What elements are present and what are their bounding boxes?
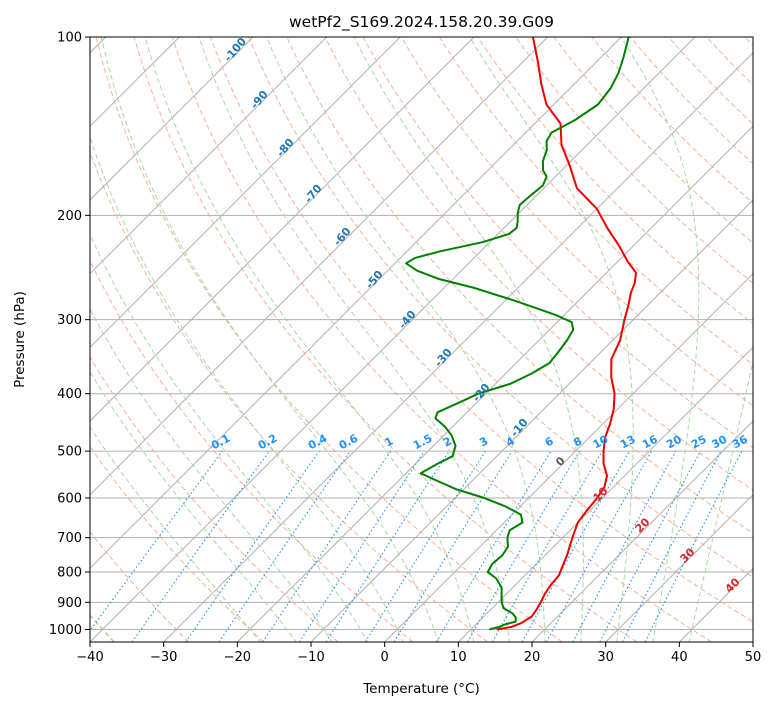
isotherm-line: [457, 346, 753, 642]
mixing-ratio-label: 13: [618, 433, 638, 452]
dry-adiabat-line: [90, 531, 190, 642]
y-tick-label: 800: [57, 566, 82, 581]
x-tick-label: −10: [297, 650, 324, 665]
mixing-ratio-line: [572, 450, 677, 642]
dry-adiabat-line: [90, 259, 414, 642]
mixing-ratio-line: [393, 450, 513, 642]
isotherm-line: [90, 37, 254, 201]
moist-adiabat-line: [90, 308, 333, 642]
plot-frame: [89, 36, 754, 643]
mixing-ratio-line: [545, 450, 653, 642]
chart-title: wetPf2_S169.2024.158.20.39.G09: [289, 13, 554, 32]
mixing-ratio-label: 25: [689, 433, 709, 452]
y-tick-label: 600: [57, 492, 82, 507]
moist-adiabat-line: [144, 37, 475, 642]
mixing-ratio-label: 36: [730, 433, 750, 452]
y-tick-label: 900: [57, 596, 82, 611]
x-tick-label: 50: [745, 650, 762, 665]
dry-adiabat-line: [133, 37, 638, 642]
moist-adiabat-line: [90, 135, 404, 642]
dry-adiabat-line: [439, 37, 753, 366]
mixing-ratio-line: [262, 450, 392, 642]
mixing-ratio-label: 30: [710, 433, 730, 452]
isotherm-line: [531, 420, 753, 642]
isotherm-line: [90, 37, 475, 422]
dry-adiabat-line: [515, 37, 753, 284]
isotherm-line: [605, 493, 753, 642]
y-tick-label: 400: [57, 387, 82, 402]
mixing-ratio-label: 10: [591, 433, 611, 452]
y-tick-label: 1000: [49, 623, 82, 638]
y-tick-label: 700: [57, 531, 82, 546]
y-tick-label: 500: [57, 445, 82, 460]
profile-lines: [405, 37, 638, 631]
mixing-ratio-label: 16: [640, 433, 660, 452]
isotherm-line: [90, 37, 696, 642]
x-axis-title: Temperature (°C): [362, 681, 480, 697]
y-tick-label: 300: [57, 313, 82, 328]
x-tick-label: 40: [671, 650, 688, 665]
mixing-ratio-label: 20: [664, 433, 684, 452]
moist-adiabat-line: [100, 37, 439, 642]
dry-adiabat-line: [400, 37, 753, 407]
y-axis-title: Pressure (hPa): [12, 291, 28, 388]
mixing-ratio-line: [185, 450, 320, 642]
moist-adiabat-line: [688, 358, 753, 642]
moist-adiabat-line: [266, 37, 546, 642]
y-tick-label: 200: [57, 209, 82, 224]
dry-adiabat-line: [95, 37, 563, 642]
dry-adiabat-line: [90, 356, 339, 642]
x-tick-label: 10: [450, 650, 467, 665]
mixing-ratio-line: [644, 450, 743, 642]
background-lines: [90, 37, 753, 642]
isotherm-line: [90, 37, 549, 496]
dry-adiabat-line: [171, 37, 712, 642]
isotherm-line: [90, 37, 328, 275]
mixing-ratio-line: [218, 450, 351, 642]
dry-adiabat-line: [248, 37, 753, 578]
mixing-ratio-line: [131, 450, 270, 642]
dry-adiabat-line: [210, 37, 753, 623]
mixing-ratio-line: [298, 450, 425, 642]
dry-adiabat-line: [90, 150, 488, 642]
isotherm-line: [90, 37, 401, 349]
dewpoint-profile-line: [405, 37, 630, 631]
temperature-profile-line: [496, 37, 638, 631]
mixing-ratio-line: [325, 450, 450, 642]
moist-adiabat-line: [620, 37, 700, 642]
moist-adiabat-line: [198, 37, 510, 642]
moist-adiabat-line: [469, 37, 634, 642]
dry-adiabat-line: [324, 37, 753, 491]
x-tick-label: 0: [381, 650, 389, 665]
y-tick-label: 100: [57, 31, 82, 46]
x-tick-label: −40: [76, 650, 103, 665]
moist-adiabat-line: [90, 426, 261, 642]
x-tick-label: 20: [524, 650, 541, 665]
moist-adiabat-line: [90, 233, 369, 642]
isotherm-line: [90, 37, 622, 570]
mixing-ratio-line: [521, 450, 630, 642]
mixing-ratio-line: [90, 450, 223, 632]
x-tick-label: −20: [224, 650, 251, 665]
x-tick-label: −30: [150, 650, 177, 665]
isotherm-line: [236, 125, 753, 642]
dry-adiabat-line: [90, 445, 264, 642]
x-tick-label: 30: [597, 650, 614, 665]
isotherm-line: [384, 272, 753, 642]
isotherm-line: [163, 51, 753, 642]
axes: −40 −30 −20 −10 0 10 20 30 40 50 100 200 300 400 500 60…: [49, 31, 761, 666]
